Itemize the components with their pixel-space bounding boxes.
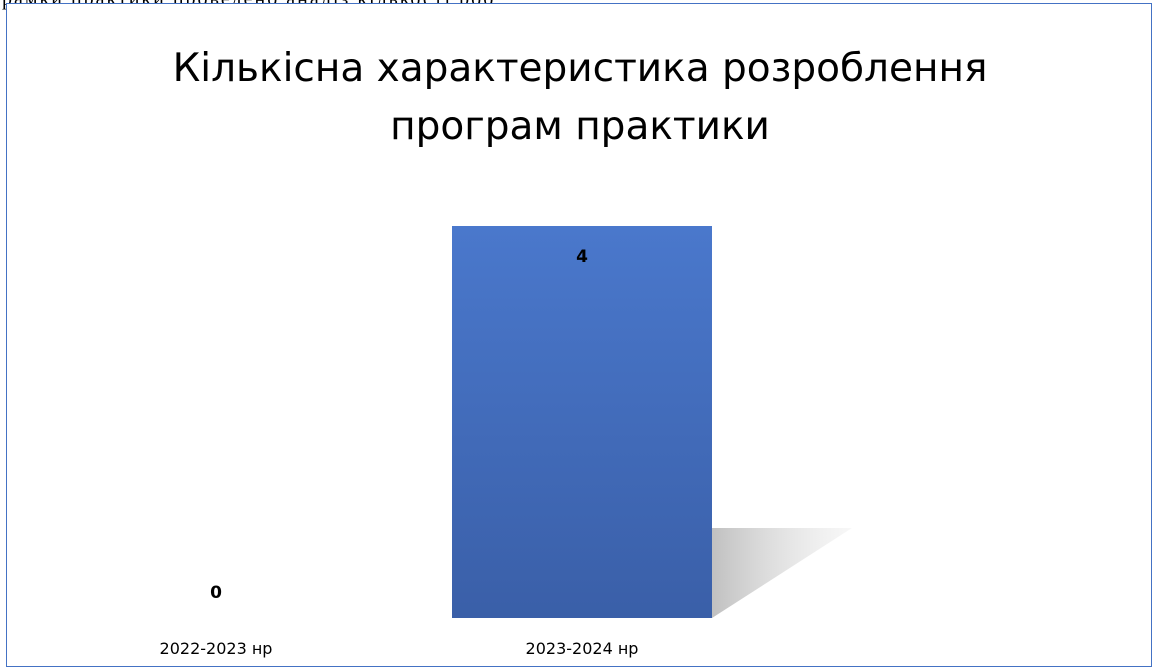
data-label-0: 0 xyxy=(210,583,222,603)
bar-shadow xyxy=(712,528,852,618)
data-label-1: 4 xyxy=(576,247,588,267)
chart-frame: Кількісна характеристика розроблення про… xyxy=(6,3,1152,667)
bar-chart: 0 2022-2023 нр 4 2023-2024 нр xyxy=(7,4,1153,668)
bar-1 xyxy=(452,226,712,618)
x-tick-label-0: 2022-2023 нр xyxy=(160,639,273,658)
x-tick-label-1: 2023-2024 нр xyxy=(526,639,639,658)
